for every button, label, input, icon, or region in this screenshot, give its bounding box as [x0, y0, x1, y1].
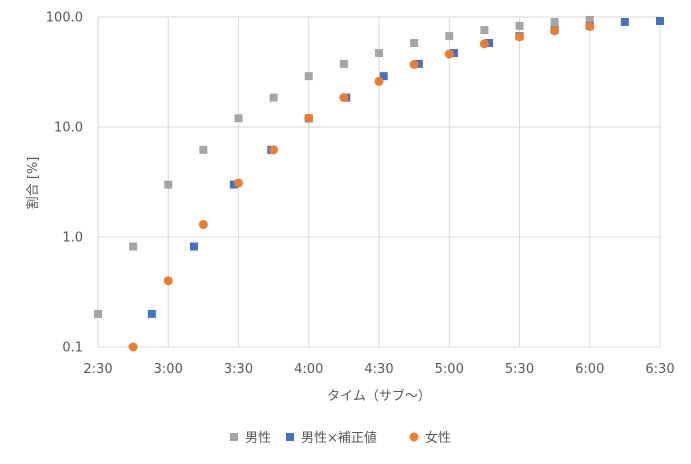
data-point	[339, 93, 349, 103]
data-point	[550, 18, 559, 27]
data-point	[304, 113, 314, 123]
x-tick-label: 2:30	[83, 362, 112, 377]
x-tick-label: 6:30	[645, 362, 674, 377]
tick-labels: 2:30 3:00 3:30 4:00 4:30 5:00 5:30 6:00 6:30 0.1 1…	[46, 11, 675, 378]
data-point	[164, 180, 173, 189]
data-point	[375, 49, 383, 58]
data-point	[94, 309, 102, 318]
y-axis-title: 割合 [%]	[25, 157, 41, 210]
y-tick-label: 10.0	[54, 121, 83, 136]
data-point	[515, 21, 524, 30]
data-point	[269, 145, 279, 155]
grid-layer	[97, 16, 661, 348]
data-point	[147, 309, 156, 318]
data-point	[199, 145, 208, 154]
data-point	[379, 72, 388, 81]
legend-marker	[409, 432, 419, 442]
data-point	[444, 49, 454, 59]
data-point	[304, 72, 313, 81]
y-tick-label: 100.0	[46, 11, 83, 26]
y-tick-label: 0.1	[62, 341, 83, 356]
legend: 男性 男性×補正値 女性	[230, 430, 451, 446]
series-2	[147, 16, 664, 318]
data-point	[190, 242, 199, 251]
data-point	[550, 26, 560, 36]
data-point	[449, 49, 458, 58]
data-point	[410, 39, 419, 48]
data-point	[480, 26, 489, 35]
data-point	[656, 16, 664, 25]
data-point	[234, 178, 243, 188]
x-tick-label: 4:30	[364, 362, 393, 377]
data-point	[198, 219, 208, 229]
data-point	[409, 59, 419, 69]
legend-marker	[286, 433, 294, 441]
data-point	[485, 39, 494, 48]
x-tick-label: 3:00	[154, 362, 183, 377]
x-tick-label: 4:00	[294, 362, 323, 377]
legend-marker	[230, 433, 238, 441]
data-point	[445, 32, 454, 41]
legend-label: 男性	[245, 431, 271, 446]
data-point	[229, 180, 238, 189]
x-axis-title: タイム（サブ〜）	[327, 388, 431, 404]
data-point	[374, 76, 384, 86]
data-point	[128, 342, 138, 352]
y-tick-label: 1.0	[62, 231, 83, 246]
data-points	[94, 15, 664, 352]
data-point	[269, 93, 278, 102]
legend-label: 男性×補正値	[301, 430, 377, 446]
series-1	[94, 15, 594, 318]
data-point	[479, 39, 489, 49]
data-point	[620, 18, 629, 27]
series-3	[128, 21, 595, 352]
data-point	[414, 59, 423, 68]
data-point	[339, 59, 348, 68]
data-point	[163, 276, 173, 286]
x-tick-label: 6:00	[575, 362, 604, 377]
x-tick-label: 3:30	[224, 362, 253, 377]
legend-label: 女性	[425, 430, 451, 446]
x-tick-label: 5:00	[435, 362, 464, 377]
data-point	[129, 242, 138, 251]
data-point	[234, 114, 243, 123]
data-point	[585, 21, 595, 31]
x-tick-label: 5:30	[505, 362, 534, 377]
data-point	[585, 15, 594, 24]
data-point	[515, 32, 524, 42]
